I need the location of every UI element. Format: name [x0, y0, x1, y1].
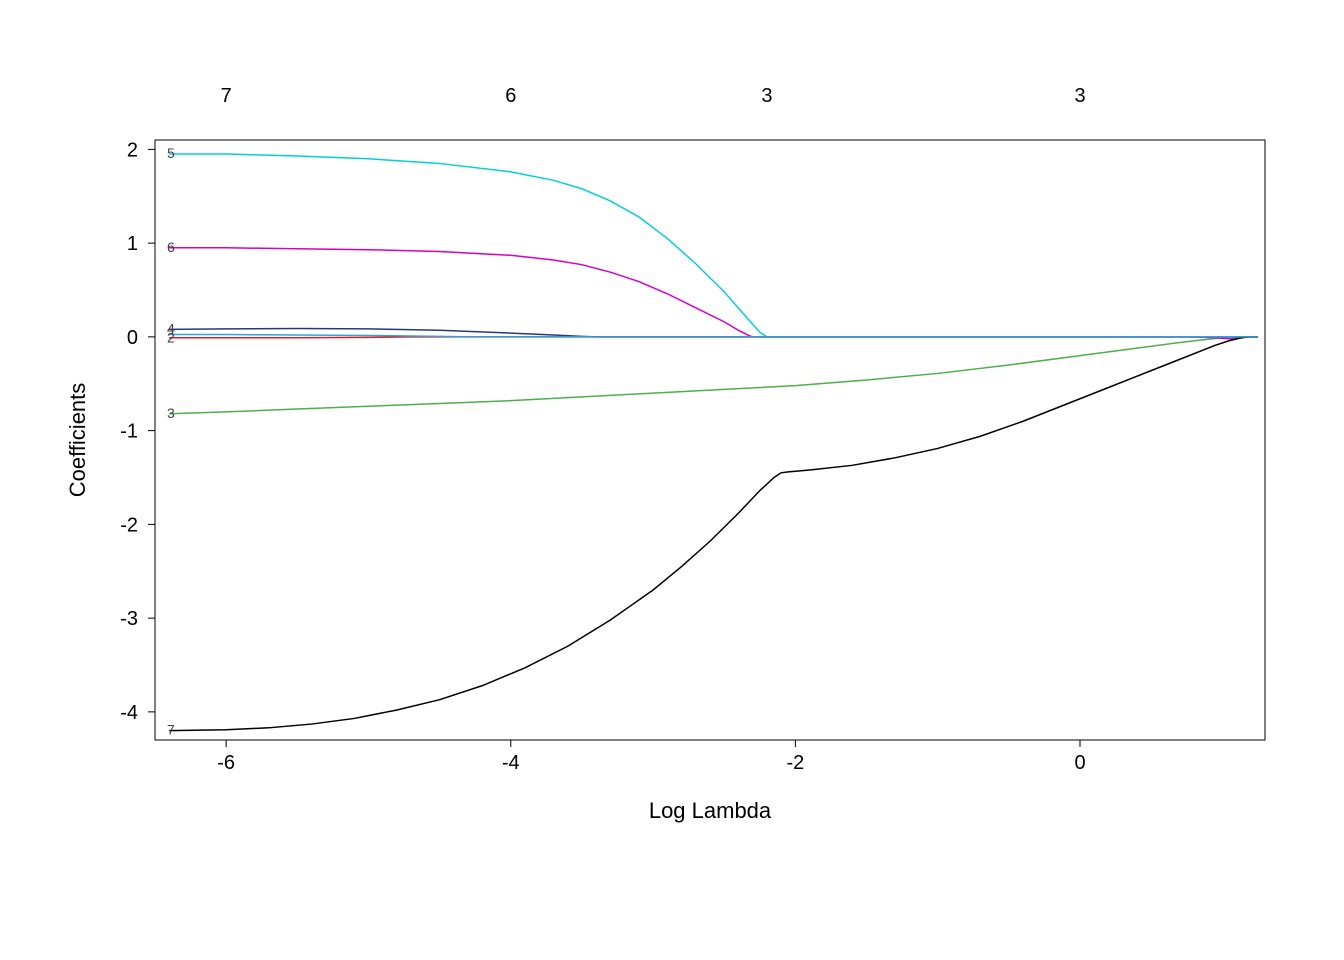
y-tick-label: -3	[120, 608, 138, 630]
series-line	[169, 248, 1258, 339]
series-line	[169, 337, 1258, 731]
series-label: 4	[167, 320, 175, 336]
x-tick-label: -2	[786, 752, 804, 774]
y-tick-label: -4	[120, 702, 138, 724]
series-group	[169, 154, 1258, 731]
series-line	[169, 335, 1258, 337]
y-axis-label: Coefficients	[65, 383, 90, 498]
x-tick-label: -6	[217, 752, 235, 774]
series-line	[169, 337, 1258, 414]
series-label: 7	[167, 722, 175, 738]
x-axis-label: Log Lambda	[649, 798, 772, 823]
series-label: 3	[167, 405, 175, 421]
x-tick-label: 0	[1074, 752, 1085, 774]
series-line	[169, 154, 1258, 337]
y-tick-label: 1	[127, 233, 138, 255]
top-axis-label: 3	[761, 85, 772, 107]
top-axis-label: 6	[505, 85, 516, 107]
y-tick-label: -1	[120, 421, 138, 443]
series-label: 5	[167, 145, 175, 161]
series-label: 6	[167, 239, 175, 255]
x-tick-label: -4	[502, 752, 520, 774]
coefficient-path-chart: -6 -4 -2 0 -4 -3 -2 -1 0 1 2 7 6 3 3 Log Lambda Coeffici…	[0, 0, 1344, 960]
y-tick-label: 0	[127, 327, 138, 349]
plot-border	[155, 140, 1265, 740]
top-axis-label: 3	[1074, 85, 1085, 107]
y-tick-label: -2	[120, 514, 138, 536]
top-axis-label: 7	[221, 85, 232, 107]
y-tick-label: 2	[127, 139, 138, 161]
chart-svg: -6 -4 -2 0 -4 -3 -2 -1 0 1 2 7 6 3 3 Log Lambda Coeffici…	[0, 0, 1344, 960]
